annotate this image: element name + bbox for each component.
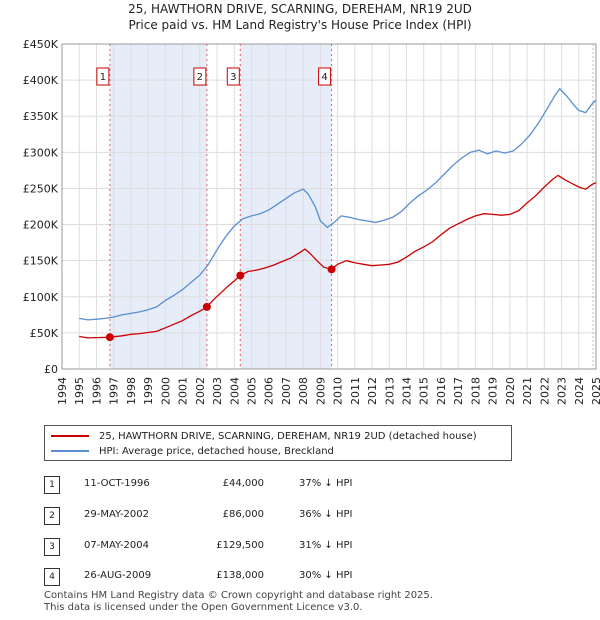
legend-property-label: 25, HAWTHORN DRIVE, SCARNING, DEREHAM, N… [99,430,477,442]
sale-point [105,333,114,342]
legend-item-hpi: HPI: Average price, detached house, Brec… [51,444,334,458]
transaction-price: £86,000 [222,509,264,520]
x-tick-label: 1994 [56,377,69,405]
x-tick-label: 2022 [538,377,551,405]
sale-point [327,265,336,274]
hpi-line [79,87,597,321]
transaction-row: 2 29-MAY-2002 £86,000 36% ↓ HPI [44,507,544,525]
y-tick-label: £300K [23,146,59,159]
x-tick-label: 2008 [297,377,310,405]
transaction-date: 07-MAY-2004 [84,540,150,551]
x-tick-label: 2017 [452,377,465,405]
legend-hpi-label: HPI: Average price, detached house, Brec… [99,445,334,457]
x-tick-label: 1999 [142,377,155,405]
x-tick-label: 2004 [228,377,241,405]
transaction-row: 1 11-OCT-1996 £44,000 37% ↓ HPI [44,476,544,494]
transaction-price: £129,500 [216,540,264,551]
sale-number-label: 4 [321,72,327,83]
y-tick-label: £400K [23,74,59,87]
x-tick-label: 2018 [469,377,482,405]
x-tick-label: 1996 [90,377,103,405]
transaction-hpi-diff: 30% ↓ HPI [299,570,353,581]
x-tick-label: 2024 [573,377,586,405]
x-tick-label: 2016 [435,377,448,405]
x-tick-label: 2023 [556,377,569,405]
x-tick-label: 2000 [159,377,172,405]
x-tick-label: 2001 [177,377,190,405]
sale-number-box [96,67,110,86]
x-tick-label: 2021 [521,377,534,405]
x-tick-label: 2013 [383,377,396,405]
legend-red-line-icon [51,435,89,437]
transaction-price: £44,000 [222,478,264,489]
sale-number-box [193,67,207,86]
legend-item-property: 25, HAWTHORN DRIVE, SCARNING, DEREHAM, N… [51,429,477,443]
transaction-date: 26-AUG-2009 [84,570,152,581]
x-tick-label: 2005 [245,377,258,405]
sale-point [236,271,245,280]
y-tick-label: £250K [23,182,59,195]
price-chart: £0 £50K £100K £150K £200K £250K £300K £350K £400… [23,38,600,405]
transaction-hpi-diff: 31% ↓ HPI [299,540,353,551]
x-tick-label: 2019 [487,377,500,405]
sale-number-label: 1 [100,72,106,83]
x-tick-label: 2012 [366,377,379,405]
y-tick-label: £0 [44,363,58,376]
sale-number-label: 2 [197,72,203,83]
sale-point [202,302,211,311]
transaction-price: £138,000 [216,570,264,581]
x-tick-label: 2010 [332,377,345,405]
y-tick-label: £150K [23,255,59,268]
y-tick-label: £350K [23,110,59,123]
transaction-row: 3 07-MAY-2004 £129,500 31% ↓ HPI [44,538,544,556]
x-tick-label: 2011 [349,377,362,405]
chart-subtitle: Price paid vs. HM Land Registry's House … [128,18,472,32]
plot-frame [61,43,597,370]
transaction-number-badge: 4 [44,568,60,586]
transaction-date: 29-MAY-2002 [84,509,150,520]
transaction-hpi-diff: 36% ↓ HPI [299,509,353,520]
x-tick-label: 2009 [314,377,327,405]
x-tick-label: 2025 [590,377,600,405]
transaction-number-badge: 3 [44,538,60,556]
x-tick-label: 2020 [504,377,517,405]
x-tick-label: 2002 [194,377,207,405]
legend: 25, HAWTHORN DRIVE, SCARNING, DEREHAM, N… [44,425,512,461]
chart-title: 25, HAWTHORN DRIVE, SCARNING, DEREHAM, N… [128,2,472,16]
y-tick-label: £100K [23,291,59,304]
x-tick-label: 1995 [73,377,86,405]
footer-licence: This data is licensed under the Open Gov… [44,602,363,613]
x-tick-label: 2003 [211,377,224,405]
y-tick-label: £450K [23,38,59,51]
transaction-date: 11-OCT-1996 [84,478,150,489]
transaction-hpi-diff: 37% ↓ HPI [299,478,353,489]
x-tick-label: 1997 [108,377,121,405]
y-tick-label: £50K [30,327,59,340]
transaction-number-badge: 1 [44,476,60,494]
transaction-number-badge: 2 [44,507,60,525]
sale-number-label: 3 [230,72,236,83]
legend-blue-line-icon [51,450,89,452]
sale-number-box [318,67,332,86]
x-tick-label: 2007 [280,377,293,405]
sale-number-box [226,67,240,86]
y-tick-label: £200K [23,219,59,232]
shaded-period [109,44,207,369]
x-tick-label: 2015 [418,377,431,405]
transaction-row: 4 26-AUG-2009 £138,000 30% ↓ HPI [44,568,544,586]
x-tick-label: 2006 [263,377,276,405]
x-tick-label: 2014 [401,377,414,405]
footer-copyright: Contains HM Land Registry data © Crown c… [44,590,433,601]
x-tick-label: 1998 [125,377,138,405]
